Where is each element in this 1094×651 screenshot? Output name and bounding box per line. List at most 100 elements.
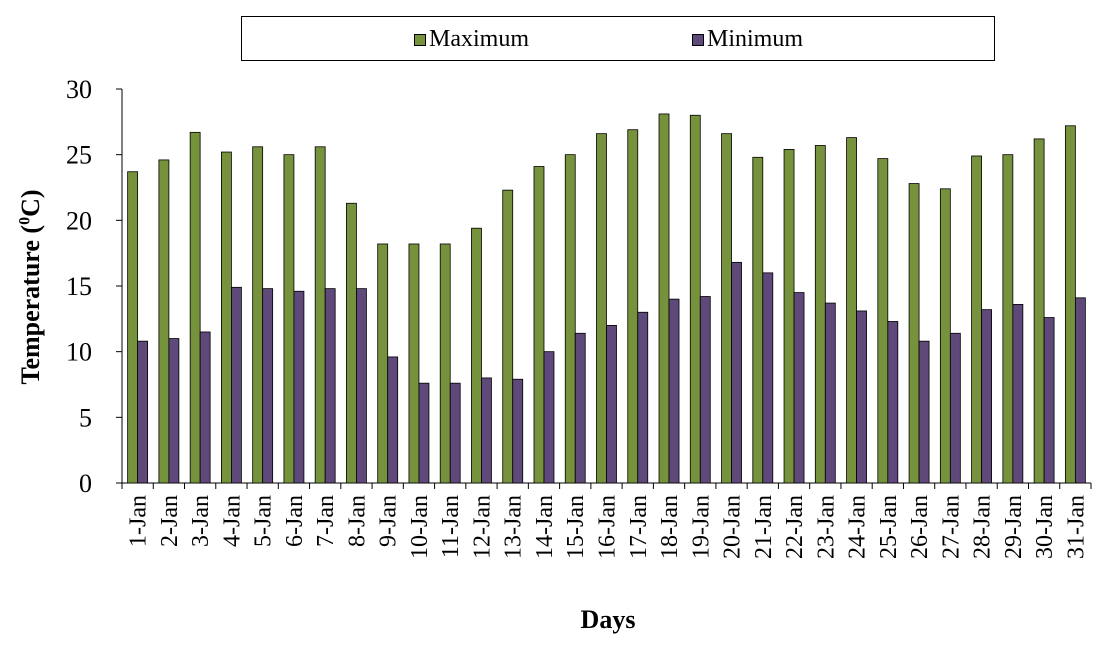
bar-minimum-4-jan bbox=[231, 286, 242, 484]
x-tick-label: 14-Jan bbox=[532, 495, 558, 559]
x-tick-label: 13-Jan bbox=[501, 495, 527, 559]
bar-minimum-25-jan bbox=[887, 321, 899, 484]
x-tick-label: 1-Jan bbox=[126, 495, 152, 547]
bar-maximum-17-jan bbox=[627, 129, 639, 484]
bar-maximum-6-jan bbox=[283, 154, 295, 484]
bar-minimum-14-jan bbox=[543, 351, 555, 484]
bar-maximum-15-jan bbox=[564, 154, 576, 484]
x-tick-label: 27-Jan bbox=[938, 495, 964, 559]
bar-maximum-4-jan bbox=[221, 151, 232, 484]
bar-minimum-19-jan bbox=[699, 296, 711, 484]
legend-label-minimum: Minimum bbox=[707, 26, 804, 52]
x-tick-label: 5-Jan bbox=[251, 495, 277, 547]
x-tick-label: 12-Jan bbox=[469, 495, 495, 559]
bar-maximum-18-jan bbox=[658, 113, 670, 484]
bar-minimum-16-jan bbox=[606, 324, 617, 484]
bar-maximum-9-jan bbox=[377, 243, 389, 484]
bar-minimum-6-jan bbox=[293, 290, 305, 484]
bar-maximum-5-jan bbox=[252, 146, 264, 484]
bar-maximum-23-jan bbox=[814, 145, 826, 484]
y-tick-label: 10 bbox=[66, 338, 92, 367]
x-tick-label: 9-Jan bbox=[376, 495, 402, 547]
x-tick-label: 28-Jan bbox=[970, 495, 996, 559]
bar-maximum-28-jan bbox=[971, 155, 982, 484]
bar-minimum-21-jan bbox=[762, 272, 774, 484]
x-tick-label: 21-Jan bbox=[751, 495, 777, 559]
bar-maximum-26-jan bbox=[908, 183, 920, 484]
y-tick-label: 30 bbox=[66, 75, 92, 104]
x-tick-label: 11-Jan bbox=[438, 495, 464, 558]
x-tick-label: 19-Jan bbox=[688, 495, 714, 559]
bar-maximum-31-jan bbox=[1064, 125, 1076, 484]
bar-minimum-8-jan bbox=[356, 288, 367, 484]
x-tick-label: 2-Jan bbox=[157, 495, 183, 547]
x-tick-label: 8-Jan bbox=[344, 495, 370, 547]
y-tick-label: 15 bbox=[66, 272, 92, 301]
bar-maximum-1-jan bbox=[127, 171, 139, 484]
legend-item-minimum: Minimum bbox=[692, 17, 803, 62]
bar-maximum-14-jan bbox=[533, 166, 545, 484]
bar-minimum-20-jan bbox=[731, 261, 742, 484]
bar-maximum-19-jan bbox=[689, 114, 701, 484]
x-tick-label: 10-Jan bbox=[407, 495, 433, 559]
bar-minimum-11-jan bbox=[449, 382, 461, 484]
y-tick-label: 0 bbox=[79, 469, 92, 498]
y-tick-label: 25 bbox=[66, 141, 92, 170]
x-tick-label: 29-Jan bbox=[1001, 495, 1027, 559]
x-tick-label: 24-Jan bbox=[845, 495, 871, 559]
bar-minimum-2-jan bbox=[168, 338, 180, 484]
x-tick-label: 31-Jan bbox=[1063, 495, 1089, 559]
x-tick-label: 20-Jan bbox=[720, 495, 746, 559]
x-tick-label: 7-Jan bbox=[313, 495, 339, 547]
bar-maximum-8-jan bbox=[346, 202, 357, 484]
bar-maximum-30-jan bbox=[1033, 138, 1045, 484]
bar-minimum-28-jan bbox=[981, 309, 992, 484]
bar-minimum-24-jan bbox=[856, 310, 867, 484]
x-tick-label: 22-Jan bbox=[782, 495, 808, 559]
x-tick-label: 18-Jan bbox=[657, 495, 683, 559]
bar-maximum-2-jan bbox=[158, 159, 170, 484]
bar-minimum-22-jan bbox=[793, 292, 805, 484]
x-tick-label: 23-Jan bbox=[813, 495, 839, 559]
x-tick-label: 30-Jan bbox=[1032, 495, 1058, 559]
bar-maximum-27-jan bbox=[939, 188, 951, 484]
bar-minimum-3-jan bbox=[199, 331, 211, 484]
bar-maximum-21-jan bbox=[752, 156, 764, 484]
x-tick-label: 17-Jan bbox=[626, 495, 652, 559]
bar-maximum-20-jan bbox=[721, 133, 732, 484]
bar-maximum-11-jan bbox=[439, 243, 451, 484]
x-tick-label: 15-Jan bbox=[563, 495, 589, 559]
bar-maximum-12-jan bbox=[471, 227, 482, 484]
bar-maximum-16-jan bbox=[596, 133, 607, 484]
bar-minimum-15-jan bbox=[574, 332, 586, 484]
x-tick-label: 16-Jan bbox=[595, 495, 621, 559]
bar-minimum-13-jan bbox=[512, 378, 524, 484]
x-tick-label: 26-Jan bbox=[907, 495, 933, 559]
bar-minimum-31-jan bbox=[1074, 297, 1086, 484]
x-tick-label: 6-Jan bbox=[282, 495, 308, 547]
bar-minimum-1-jan bbox=[137, 340, 149, 484]
bar-minimum-29-jan bbox=[1012, 303, 1024, 484]
bar-maximum-7-jan bbox=[314, 146, 326, 484]
x-tick-label: 25-Jan bbox=[876, 495, 902, 559]
bar-minimum-23-jan bbox=[824, 302, 836, 484]
bar-minimum-26-jan bbox=[918, 340, 930, 484]
legend-item-maximum: Maximum bbox=[414, 17, 529, 62]
bar-maximum-3-jan bbox=[189, 131, 201, 484]
bar-minimum-10-jan bbox=[418, 382, 430, 484]
bar-maximum-10-jan bbox=[408, 243, 420, 484]
bar-minimum-5-jan bbox=[262, 288, 274, 484]
y-tick-label: 20 bbox=[66, 206, 92, 235]
bar-minimum-9-jan bbox=[387, 356, 399, 484]
bar-maximum-25-jan bbox=[877, 158, 889, 484]
legend-swatch-maximum bbox=[414, 33, 426, 46]
bar-minimum-18-jan bbox=[668, 298, 680, 484]
bar-maximum-22-jan bbox=[783, 149, 795, 484]
legend-swatch-minimum bbox=[692, 33, 704, 46]
bar-minimum-7-jan bbox=[324, 288, 336, 484]
bar-maximum-29-jan bbox=[1002, 154, 1014, 484]
legend: Maximum Minimum bbox=[241, 16, 995, 61]
x-tick-label: 3-Jan bbox=[188, 495, 214, 547]
y-axis-label: Temperature (0C) bbox=[16, 189, 45, 385]
